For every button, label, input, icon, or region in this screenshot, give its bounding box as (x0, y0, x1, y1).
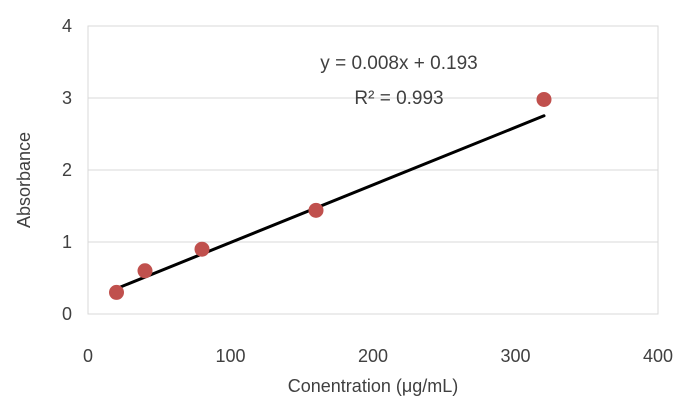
y-tick-label: 2 (62, 160, 72, 180)
y-tick-label: 4 (62, 16, 72, 36)
trendline-equation: y = 0.008x + 0.193 (320, 53, 477, 74)
linear-trendline (115, 114, 546, 291)
data-point (137, 263, 153, 279)
x-tick-label: 300 (500, 346, 530, 366)
y-tick-label: 3 (62, 88, 72, 108)
x-axis-title: Conentration (μg/mL) (288, 376, 458, 396)
y-tick-label: 1 (62, 232, 72, 252)
data-point (308, 202, 324, 218)
x-tick-label: 400 (643, 346, 673, 366)
y-axis-tick-labels: 0 1 2 3 4 (62, 16, 72, 324)
x-tick-label: 200 (358, 346, 388, 366)
data-points (109, 91, 552, 300)
y-tick-label: 0 (62, 304, 72, 324)
data-point (109, 284, 124, 300)
data-point (536, 91, 552, 107)
plot-area-border (87, 25, 659, 315)
y-axis-title: Absorbance (14, 132, 34, 228)
trendline-r-squared: R² = 0.993 (354, 88, 443, 109)
x-axis-tick-labels: 0 100 200 300 400 (83, 346, 673, 366)
x-tick-label: 0 (83, 346, 93, 366)
x-tick-label: 100 (215, 346, 245, 366)
data-point (194, 241, 210, 257)
